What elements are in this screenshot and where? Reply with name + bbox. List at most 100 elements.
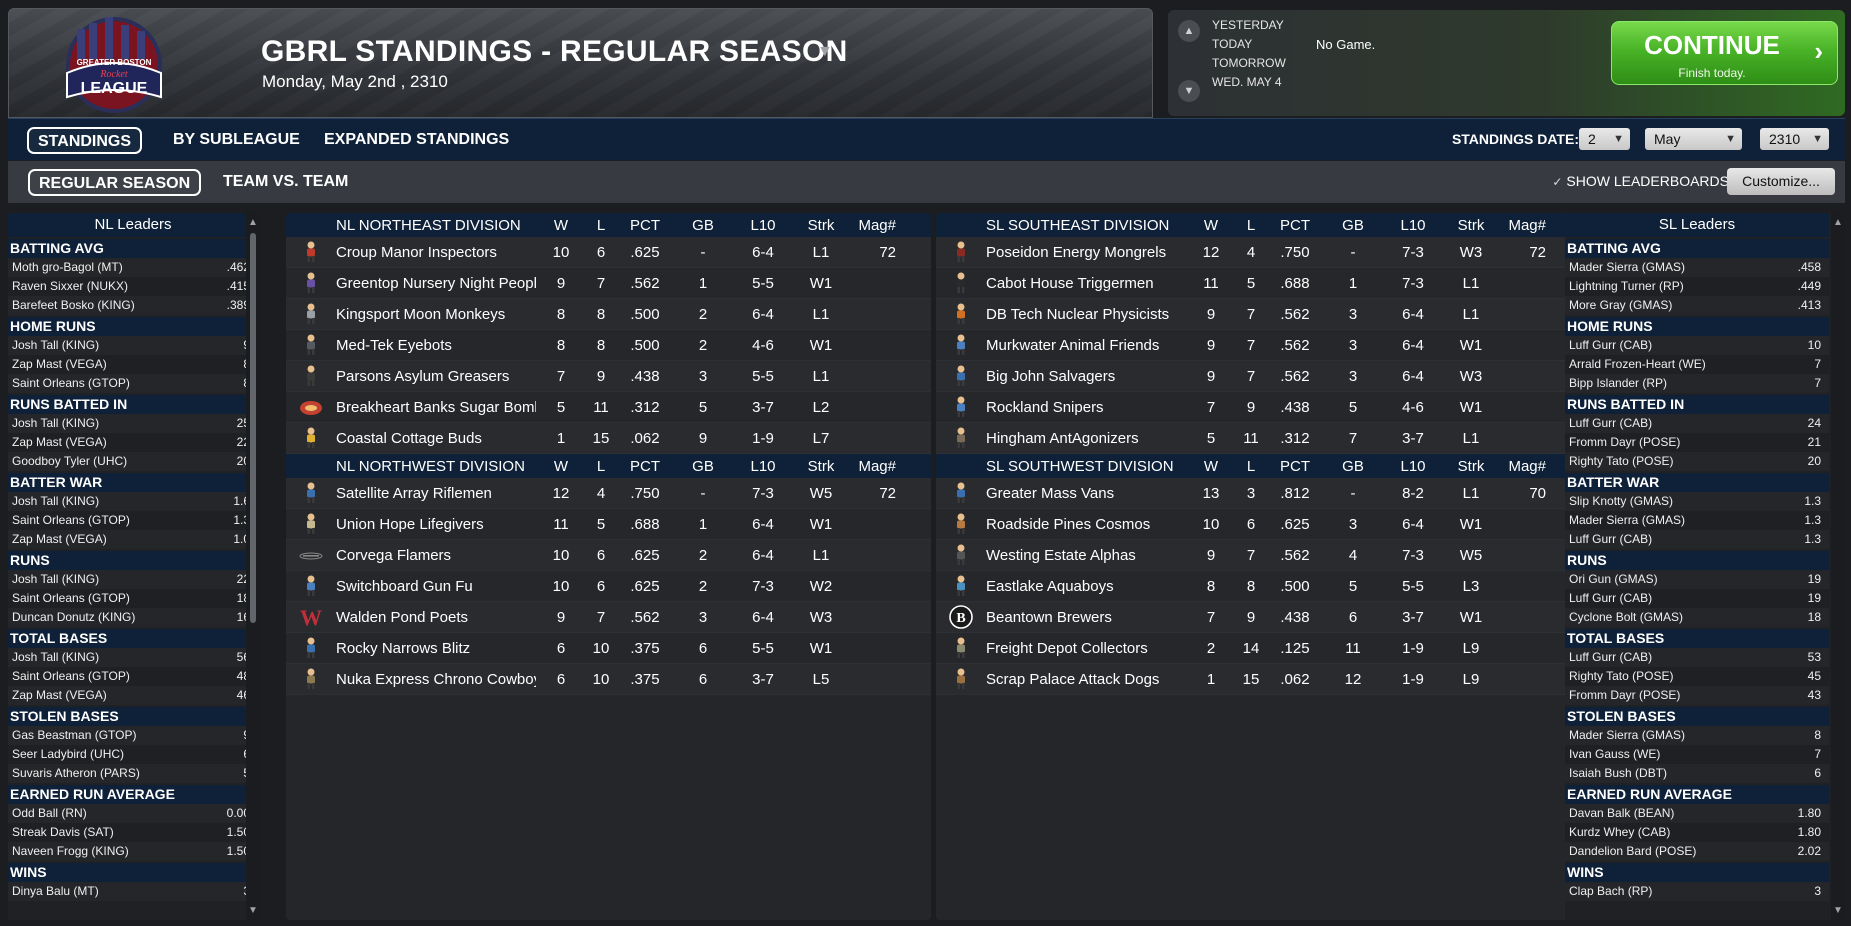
continue-button[interactable]: CONTINUE Finish today. › [1611, 21, 1838, 85]
leader-player-name[interactable]: Seer Ladybird (UHC) [12, 747, 125, 761]
column-header-gb[interactable]: GB [1342, 457, 1364, 475]
leader-row[interactable]: Righty Tato (POSE) 20 [1565, 452, 1829, 471]
leader-row[interactable]: Raven Sixxer (NUKX) .415 [8, 277, 258, 296]
column-header-l[interactable]: L [596, 216, 606, 234]
team-name[interactable]: Freight Depot Collectors [986, 639, 1148, 657]
leader-player-name[interactable]: Clap Bach (RP) [1569, 884, 1653, 898]
team-name[interactable]: Satellite Array Riflemen [336, 484, 492, 502]
leader-row[interactable]: Naveen Frogg (KING) 1.50 [8, 842, 258, 861]
team-name[interactable]: Poseidon Energy Mongrels [986, 243, 1167, 261]
leader-player-name[interactable]: Ori Gun (GMAS) [1569, 572, 1658, 586]
team-row[interactable]: DB Tech Nuclear Physicists 9 7 .562 3 6-4 L1 [936, 299, 1581, 330]
column-header-strk[interactable]: Strk [1457, 216, 1485, 234]
day-item-tomorrow[interactable]: TOMORROW [1212, 56, 1286, 70]
team-row[interactable]: Corvega Flamers 10 6 .625 2 6-4 L1 [286, 540, 931, 571]
next-day-chevron-down-icon[interactable]: ▼ [1178, 80, 1200, 102]
leader-player-name[interactable]: Fromm Dayr (POSE) [1569, 688, 1681, 702]
leader-player-name[interactable]: Josh Tall (KING) [12, 338, 100, 352]
team-name[interactable]: Breakheart Banks Sugar Bomb [336, 398, 536, 416]
leader-row[interactable]: Kurdz Whey (CAB) 1.80 [1565, 823, 1829, 842]
leader-player-name[interactable]: Slip Knotty (GMAS) [1569, 494, 1674, 508]
team-name[interactable]: Greater Mass Vans [986, 484, 1115, 502]
column-header-l[interactable]: L [1246, 216, 1256, 234]
leader-player-name[interactable]: Mader Sierra (GMAS) [1569, 260, 1686, 274]
leader-row[interactable]: Saint Orleans (GTOP) 18 [8, 589, 258, 608]
column-header-pct[interactable]: PCT [630, 457, 660, 475]
tab-expanded-standings[interactable]: EXPANDED STANDINGS [324, 131, 510, 148]
leader-player-name[interactable]: Cyclone Bolt (GMAS) [1569, 610, 1684, 624]
leader-player-name[interactable]: Mader Sierra (GMAS) [1569, 513, 1686, 527]
team-name[interactable]: Croup Manor Inspectors [336, 243, 497, 261]
team-row[interactable]: Cabot House Triggermen 11 5 .688 1 7-3 L1 [936, 268, 1581, 299]
column-header-w[interactable]: W [1203, 457, 1219, 475]
leader-player-name[interactable]: Odd Ball (RN) [12, 806, 87, 820]
leader-player-name[interactable]: Suvaris Atheron (PARS) [12, 766, 140, 780]
team-name[interactable]: Big John Salvagers [986, 367, 1116, 385]
leader-row[interactable]: Luff Gurr (CAB) 24 [1565, 414, 1829, 433]
team-row[interactable]: Rockland Snipers 7 9 .438 5 4-6 W1 [936, 392, 1581, 423]
team-row[interactable]: Eastlake Aquaboys 8 8 .500 5 5-5 L3 [936, 571, 1581, 602]
leader-player-name[interactable]: Zap Mast (VEGA) [12, 688, 107, 702]
team-row[interactable]: Big John Salvagers 9 7 .562 3 6-4 W3 [936, 361, 1581, 392]
leader-row[interactable]: Zap Mast (VEGA) 1.0 [8, 530, 258, 549]
column-header-w[interactable]: W [553, 457, 569, 475]
leader-row[interactable]: Mader Sierra (GMAS) 1.3 [1565, 511, 1829, 530]
team-row[interactable]: Scrap Palace Attack Dogs 1 15 .062 12 1-9 L9 [936, 664, 1581, 695]
team-row[interactable]: Rocky Narrows Blitz 6 10 .375 6 5-5 W1 [286, 633, 931, 664]
leader-row[interactable]: Isaiah Bush (DBT) 6 [1565, 764, 1829, 783]
team-name[interactable]: Beantown Brewers [986, 608, 1112, 626]
team-name[interactable]: Kingsport Moon Monkeys [336, 305, 506, 323]
leader-row[interactable]: Slip Knotty (GMAS) 1.3 [1565, 492, 1829, 511]
team-row[interactable]: B Beantown Brewers 7 9 .438 6 3-7 W1 [936, 602, 1581, 633]
leader-row[interactable]: More Gray (GMAS) .413 [1565, 296, 1829, 315]
leader-row[interactable]: Barefeet Bosko (KING) .389 [8, 296, 258, 315]
leader-player-name[interactable]: Zap Mast (VEGA) [12, 532, 107, 546]
leader-player-name[interactable]: Luff Gurr (CAB) [1569, 591, 1653, 605]
team-row[interactable]: Kingsport Moon Monkeys 8 8 .500 2 6-4 L1 [286, 299, 931, 330]
leader-row[interactable]: Zap Mast (VEGA)8 [8, 355, 258, 374]
team-name[interactable]: DB Tech Nuclear Physicists [986, 305, 1170, 323]
team-name[interactable]: Rocky Narrows Blitz [336, 639, 471, 657]
leader-row[interactable]: Luff Gurr (CAB) 1.3 [1565, 530, 1829, 549]
leader-row[interactable]: Duncan Donutz (KING) 16 [8, 608, 258, 627]
leader-player-name[interactable]: Isaiah Bush (DBT) [1569, 766, 1668, 780]
column-header-strk[interactable]: Strk [1457, 457, 1485, 475]
leader-row[interactable]: Saint Orleans (GTOP)8 [8, 374, 258, 393]
leader-row[interactable]: Fromm Dayr (POSE) 21 [1565, 433, 1829, 452]
team-name[interactable]: Union Hope Lifegivers [336, 515, 484, 533]
tab-by-subleague[interactable]: BY SUBLEAGUE [173, 131, 300, 148]
leader-player-name[interactable]: Naveen Frogg (KING) [12, 844, 129, 858]
leader-row[interactable]: Zap Mast (VEGA) 22 [8, 433, 258, 452]
leader-player-name[interactable]: Moth gro-Bagol (MT) [12, 260, 123, 274]
leader-row[interactable]: Ivan Gauss (WE) 7 [1565, 745, 1829, 764]
column-header-l10[interactable]: L10 [750, 457, 776, 475]
leader-row[interactable]: Zap Mast (VEGA) 46 [8, 686, 258, 705]
leader-row[interactable]: Odd Ball (RN) 0.00 [8, 804, 258, 823]
team-name[interactable]: Switchboard Gun Fu [336, 577, 473, 595]
standings-year-select[interactable]: 2310 ▼ [1760, 128, 1829, 150]
leader-row[interactable]: Moth gro-Bagol (MT) .462 [8, 258, 258, 277]
previous-day-chevron-up-icon[interactable]: ▲ [1178, 20, 1200, 42]
leader-player-name[interactable]: Davan Balk (BEAN) [1569, 806, 1675, 820]
team-name[interactable]: Westing Estate Alphas [986, 546, 1136, 564]
column-header-strk[interactable]: Strk [807, 457, 835, 475]
leader-player-name[interactable]: Goodboy Tyler (UHC) [12, 454, 128, 468]
leader-row[interactable]: Dandelion Bard (POSE) 2.02 [1565, 842, 1829, 861]
leader-player-name[interactable]: Josh Tall (KING) [12, 572, 100, 586]
day-item-wed-may-4[interactable]: WED. MAY 4 [1212, 75, 1282, 89]
column-header-mag[interactable]: Mag# [858, 216, 896, 234]
team-name[interactable]: Parsons Asylum Greasers [336, 367, 510, 385]
leader-player-name[interactable]: Righty Tato (POSE) [1569, 669, 1674, 683]
column-header-mag[interactable]: Mag# [858, 457, 896, 475]
sl-leaders-scrollbar[interactable]: ▲ ▼ [1831, 213, 1845, 920]
column-header-gb[interactable]: GB [692, 457, 714, 475]
leader-row[interactable]: Mader Sierra (GMAS) 8 [1565, 726, 1829, 745]
standings-day-select[interactable]: 2 ▼ [1579, 128, 1630, 150]
leader-row[interactable]: Gas Beastman (GTOP)9 [8, 726, 258, 745]
leader-player-name[interactable]: Josh Tall (KING) [12, 650, 100, 664]
team-name[interactable]: Walden Pond Poets [336, 608, 469, 626]
column-header-mag[interactable]: Mag# [1508, 457, 1546, 475]
team-name[interactable]: Med-Tek Eyebots [336, 336, 452, 354]
leader-row[interactable]: Josh Tall (KING) 1.6 [8, 492, 258, 511]
team-name[interactable]: Scrap Palace Attack Dogs [986, 670, 1160, 688]
